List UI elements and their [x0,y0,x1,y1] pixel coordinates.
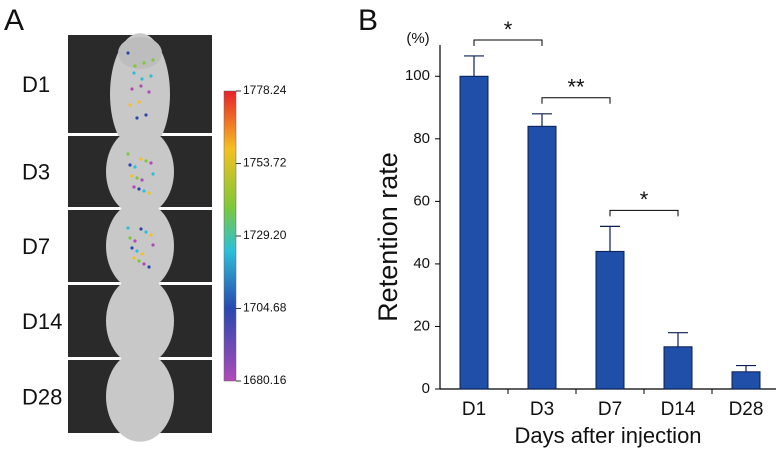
signal-dot [147,90,151,94]
significance-label: ** [567,75,585,100]
y-tick-label: 60 [413,192,430,209]
mouse-body [106,127,174,216]
y-tick-label: 80 [413,130,430,147]
signal-dot [137,259,141,263]
mouse-body [106,276,174,366]
x-tick-label: D1 [462,399,486,420]
colorbar-tick-label: 1680.16 [243,373,287,387]
row-label: D14 [22,309,62,334]
colorbar-tick-label: 1704.68 [243,301,287,315]
signal-dot [130,87,134,91]
colorbar [223,90,237,382]
error-bar [464,55,484,77]
bar [663,346,693,390]
signal-dot [137,100,141,104]
signal-dot [151,58,155,62]
signal-dot [135,249,139,253]
mouse-head [118,37,162,69]
y-axis-title: Retention rate [373,152,403,322]
mouse-body [106,201,174,291]
signal-dot [133,239,137,243]
row-label: D7 [22,234,50,259]
significance-label: * [504,17,513,42]
y-tick-label: 100 [405,67,430,84]
signal-dot [151,243,155,247]
row-label: D3 [22,159,50,184]
significance-bracket [609,209,679,217]
y-unit: (%) [406,30,429,47]
signal-dot [132,71,136,75]
signal-dot [142,262,146,266]
significance-label: * [640,187,649,212]
x-axis-title: Days after injection [514,423,701,448]
bar [595,250,625,390]
signal-dot [126,226,130,230]
x-tick-label: D7 [598,399,622,420]
colorbar-tick-label: 1753.72 [243,156,287,170]
signal-dot [140,77,144,81]
signal-dot [126,152,130,156]
signal-dot [128,163,132,167]
signal-dot [133,165,137,169]
y-tick-label: 0 [422,380,430,397]
significance-bracket [473,39,543,46]
signal-dot [130,174,134,178]
signal-dot [151,172,155,176]
bar [731,371,761,390]
mouse-images [68,33,212,442]
signal-dot [132,256,136,260]
bar [527,125,557,390]
signal-dot [130,246,134,250]
signal-dot [140,252,144,256]
signal-dot [139,227,143,231]
signal-dot [133,64,137,68]
signal-dot [149,233,153,237]
signal-dot [142,61,146,65]
signal-dot [128,103,132,107]
signal-dot [137,187,141,191]
signal-dot [144,113,148,117]
signal-dot [140,178,144,182]
signal-dot [147,191,151,195]
signal-dot [128,236,132,240]
signal-dot [149,161,153,165]
signal-dot [126,51,130,55]
signal-dot [139,157,143,161]
colorbar-tick-label: 1729.20 [243,228,287,242]
signal-dot [135,116,139,120]
error-bar [532,113,552,127]
signal-dot [139,84,143,88]
error-bar [668,332,688,347]
x-tick-label: D3 [530,399,554,420]
bar [459,75,489,390]
row-label: D1 [22,72,50,97]
signal-dot [144,230,148,234]
signal-dot [135,176,139,180]
row-label: D28 [22,384,62,409]
error-bar [736,364,756,372]
y-tick-label: 40 [413,255,430,272]
signal-dot [144,159,148,163]
signal-dot [149,74,153,78]
panel-label: B [358,4,378,37]
y-tick-label: 20 [413,317,430,334]
colorbar-tick-label: 1778.24 [243,83,287,97]
signal-dot [142,189,146,193]
signal-dot [147,265,151,269]
significance-bracket [541,97,611,104]
error-bar [600,225,620,252]
x-tick-label: D28 [729,399,764,420]
signal-dot [132,185,136,189]
panel-label: A [4,4,24,37]
x-tick-label: D14 [661,399,696,420]
mouse-body [106,351,174,442]
